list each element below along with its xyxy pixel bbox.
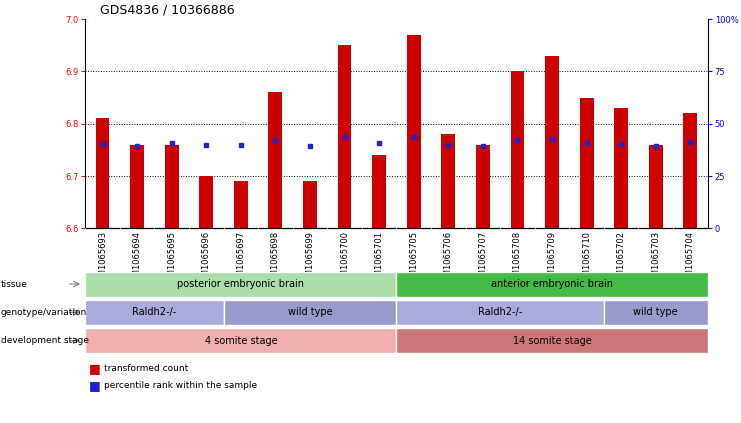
Bar — [604, 300, 708, 325]
Text: percentile rank within the sample: percentile rank within the sample — [104, 381, 257, 390]
Text: development stage: development stage — [1, 336, 89, 345]
Bar — [396, 300, 604, 325]
Text: GSM1065695: GSM1065695 — [167, 231, 176, 286]
Text: GSM1065696: GSM1065696 — [202, 231, 210, 287]
Bar — [85, 272, 396, 297]
Bar — [407, 35, 421, 228]
Text: GSM1065708: GSM1065708 — [513, 231, 522, 287]
Bar — [442, 134, 455, 228]
Bar — [372, 155, 386, 228]
Bar — [199, 176, 213, 228]
Text: wild type: wild type — [634, 308, 678, 317]
Bar — [649, 145, 662, 228]
Text: GSM1065700: GSM1065700 — [340, 231, 349, 286]
Text: tissue: tissue — [1, 280, 27, 288]
Text: Raldh2-/-: Raldh2-/- — [478, 308, 522, 317]
Text: GSM1065697: GSM1065697 — [236, 231, 245, 287]
Text: ■: ■ — [89, 379, 101, 392]
Text: GSM1065705: GSM1065705 — [409, 231, 418, 286]
Bar — [683, 113, 697, 228]
Text: genotype/variation: genotype/variation — [1, 308, 87, 317]
Text: anterior embryonic brain: anterior embryonic brain — [491, 279, 613, 289]
Text: GSM1065704: GSM1065704 — [686, 231, 695, 286]
Bar — [96, 118, 110, 228]
Text: wild type: wild type — [288, 308, 332, 317]
Text: transformed count: transformed count — [104, 364, 188, 374]
Bar — [85, 300, 224, 325]
Text: GSM1065709: GSM1065709 — [548, 231, 556, 286]
Text: GSM1065702: GSM1065702 — [617, 231, 625, 286]
Bar — [130, 145, 144, 228]
Text: 4 somite stage: 4 somite stage — [205, 336, 277, 346]
Bar — [224, 300, 396, 325]
Bar — [165, 145, 179, 228]
Bar — [476, 145, 490, 228]
Bar — [511, 71, 525, 228]
Text: GSM1065710: GSM1065710 — [582, 231, 591, 286]
Bar — [545, 56, 559, 228]
Bar — [338, 45, 351, 228]
Text: GDS4836 / 10366886: GDS4836 / 10366886 — [100, 4, 235, 17]
Text: GSM1065706: GSM1065706 — [444, 231, 453, 287]
Text: Raldh2-/-: Raldh2-/- — [132, 308, 176, 317]
Text: ■: ■ — [89, 363, 101, 375]
Bar — [234, 181, 247, 228]
Text: GSM1065699: GSM1065699 — [305, 231, 314, 286]
Text: 14 somite stage: 14 somite stage — [513, 336, 591, 346]
Bar — [85, 328, 396, 353]
Bar — [614, 108, 628, 228]
Text: GSM1065694: GSM1065694 — [133, 231, 142, 286]
Bar — [579, 98, 594, 228]
Bar — [303, 181, 317, 228]
Text: GSM1065698: GSM1065698 — [271, 231, 280, 287]
Bar — [396, 272, 708, 297]
Bar — [268, 92, 282, 228]
Text: GSM1065703: GSM1065703 — [651, 231, 660, 287]
Text: posterior embryonic brain: posterior embryonic brain — [177, 279, 305, 289]
Text: GSM1065701: GSM1065701 — [375, 231, 384, 286]
Text: GSM1065693: GSM1065693 — [98, 231, 107, 287]
Text: GSM1065707: GSM1065707 — [479, 231, 488, 287]
Bar — [396, 328, 708, 353]
